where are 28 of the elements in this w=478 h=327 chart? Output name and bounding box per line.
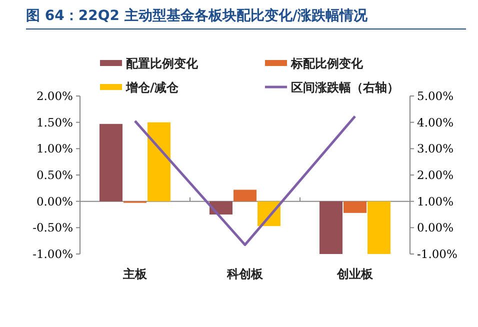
- legend-label: 增仓/减仓: [125, 80, 180, 94]
- y2-tick-label: -1.00%: [417, 247, 458, 261]
- y-tick-label: 0.00%: [36, 194, 74, 208]
- y-tick-label: 2.00%: [36, 89, 74, 103]
- chart-title: 图 64：22Q2 主动型基金各板块配比变化/涨跌幅情况: [26, 7, 368, 24]
- x-tick-label: 主板: [122, 267, 148, 281]
- y2-tick-label: 0.00%: [417, 220, 454, 235]
- bar: [100, 124, 122, 202]
- y2-tick-label: 4.00%: [417, 115, 454, 130]
- legend-label: 区间涨跌幅（右轴）: [291, 80, 399, 94]
- y2-tick-label: 1.00%: [417, 194, 454, 208]
- x-tick-label: 创业板: [336, 267, 374, 281]
- bar: [368, 201, 390, 254]
- bar: [320, 201, 342, 254]
- y2-tick-label: 3.00%: [417, 142, 454, 156]
- y-tick-label: 1.00%: [36, 142, 74, 156]
- y-tick-label: 1.50%: [36, 115, 74, 130]
- bar: [148, 122, 170, 202]
- y2-tick-label: 2.00%: [417, 168, 454, 182]
- y-tick-label: -0.50%: [32, 220, 74, 235]
- legend-label: 配置比例变化: [126, 56, 199, 70]
- y2-tick-label: 5.00%: [417, 89, 454, 103]
- bar: [344, 201, 366, 213]
- bar: [234, 190, 256, 202]
- y-tick-label: -1.00%: [32, 247, 74, 261]
- y-tick-label: 0.50%: [36, 168, 74, 182]
- legend-label: 标配比例变化: [290, 56, 364, 70]
- x-tick-label: 科创板: [226, 267, 264, 281]
